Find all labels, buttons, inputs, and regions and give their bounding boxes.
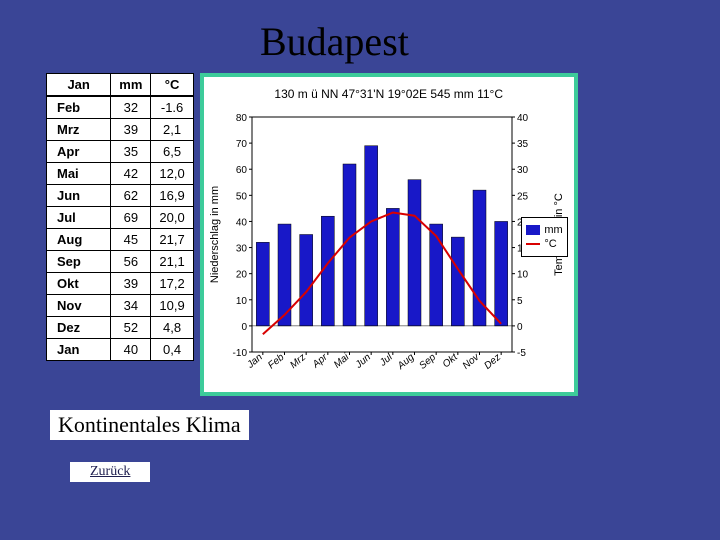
legend-c: °C	[526, 238, 562, 250]
c-cell: 12,0	[151, 163, 193, 185]
svg-text:Jan: Jan	[244, 352, 265, 372]
svg-text:Feb: Feb	[266, 352, 287, 372]
svg-text:70: 70	[236, 139, 248, 150]
svg-text:Mrz: Mrz	[288, 352, 308, 371]
month-cell: Aug	[47, 229, 111, 251]
svg-text:60: 60	[236, 165, 248, 176]
c-cell: -1.6	[151, 96, 193, 119]
mm-cell: 39	[111, 119, 151, 141]
svg-text:50: 50	[236, 191, 248, 202]
mm-cell: 40	[111, 339, 151, 361]
mm-cell: 35	[111, 141, 151, 163]
col-mm: mm	[111, 74, 151, 97]
mm-cell: 69	[111, 207, 151, 229]
svg-text:Niederschlag in mm: Niederschlag in mm	[209, 186, 221, 283]
c-cell: 20,0	[151, 207, 193, 229]
page-title: Budapest	[0, 0, 720, 73]
svg-text:40: 40	[236, 217, 248, 228]
legend-bar-swatch	[526, 225, 540, 235]
col-month: Jan	[47, 74, 111, 97]
svg-text:40: 40	[517, 113, 529, 124]
climate-type-label: Kontinentales Klima	[50, 410, 249, 440]
legend-c-label: °C	[544, 238, 556, 250]
mm-cell: 39	[111, 273, 151, 295]
month-cell: Apr	[47, 141, 111, 163]
c-cell: 10,9	[151, 295, 193, 317]
content-row: Jan mm °C Feb32-1.6Mrz392,1Apr356,5Mai42…	[0, 73, 720, 396]
legend-mm-label: mm	[544, 224, 562, 236]
svg-text:80: 80	[236, 113, 248, 124]
mm-cell: 34	[111, 295, 151, 317]
chart-svg: -1001020304050607080-50510152025303540Ja…	[204, 107, 574, 392]
mm-cell: 45	[111, 229, 151, 251]
mm-cell: 56	[111, 251, 151, 273]
c-cell: 4,8	[151, 317, 193, 339]
back-link[interactable]: Zurück	[70, 462, 150, 482]
mm-cell: 62	[111, 185, 151, 207]
legend-line-swatch	[526, 243, 540, 245]
legend: mm °C	[521, 217, 567, 257]
month-cell: Jun	[47, 185, 111, 207]
month-cell: Okt	[47, 273, 111, 295]
svg-text:-5: -5	[517, 348, 526, 359]
month-cell: Dez	[47, 317, 111, 339]
c-cell: 17,2	[151, 273, 193, 295]
month-cell: Jan	[47, 339, 111, 361]
svg-text:Nov: Nov	[460, 351, 481, 372]
chart-header: 130 m ü NN 47°31'N 19°02E 545 mm 11°C	[204, 77, 574, 105]
legend-mm: mm	[526, 224, 562, 236]
c-cell: 6,5	[151, 141, 193, 163]
month-cell: Mai	[47, 163, 111, 185]
svg-text:0: 0	[517, 322, 523, 333]
month-cell: Mrz	[47, 119, 111, 141]
svg-text:Apr: Apr	[310, 351, 330, 371]
svg-text:25: 25	[517, 191, 529, 202]
mm-cell: 52	[111, 317, 151, 339]
svg-text:Sep: Sep	[417, 352, 438, 372]
svg-text:30: 30	[236, 244, 248, 255]
c-cell: 0,4	[151, 339, 193, 361]
climate-chart: 130 m ü NN 47°31'N 19°02E 545 mm 11°C -1…	[200, 73, 578, 396]
svg-text:20: 20	[236, 270, 248, 281]
c-cell: 21,1	[151, 251, 193, 273]
month-cell: Jul	[47, 207, 111, 229]
month-cell: Sep	[47, 251, 111, 273]
svg-text:Dez: Dez	[482, 352, 503, 372]
svg-text:5: 5	[517, 296, 523, 307]
month-cell: Feb	[47, 96, 111, 119]
svg-text:Jun: Jun	[353, 352, 374, 372]
mm-cell: 32	[111, 96, 151, 119]
svg-text:30: 30	[517, 165, 529, 176]
climate-table: Jan mm °C Feb32-1.6Mrz392,1Apr356,5Mai42…	[46, 73, 194, 361]
svg-text:-10: -10	[232, 348, 247, 359]
mm-cell: 42	[111, 163, 151, 185]
svg-text:10: 10	[236, 296, 248, 307]
c-cell: 21,7	[151, 229, 193, 251]
month-cell: Nov	[47, 295, 111, 317]
svg-text:10: 10	[517, 270, 529, 281]
svg-text:35: 35	[517, 139, 529, 150]
svg-text:0: 0	[241, 322, 247, 333]
c-cell: 16,9	[151, 185, 193, 207]
col-c: °C	[151, 74, 193, 97]
svg-text:Aug: Aug	[395, 352, 417, 373]
c-cell: 2,1	[151, 119, 193, 141]
